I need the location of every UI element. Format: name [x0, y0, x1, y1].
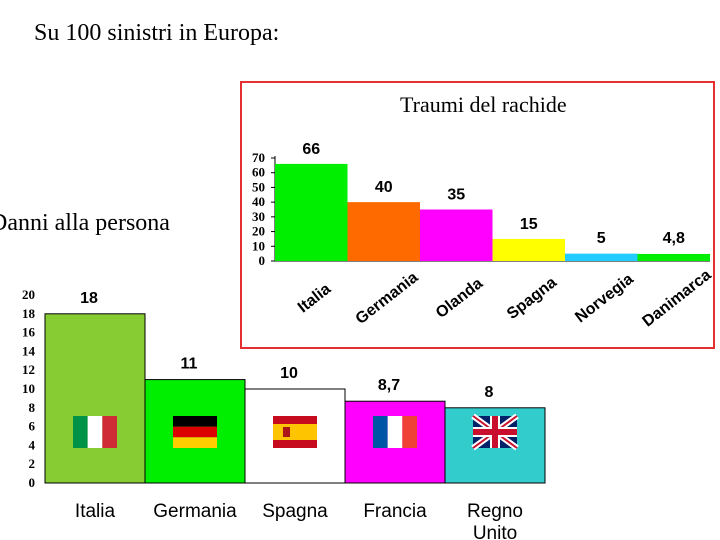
y-tick-label: 16: [22, 325, 36, 340]
y-tick-label: 10: [252, 238, 265, 253]
y-tick-label: 60: [252, 165, 265, 180]
y-tick-label: 50: [252, 179, 265, 194]
category-label: Spagna: [504, 274, 560, 323]
chart-title-traumi: Traumi del rachide: [400, 92, 567, 117]
y-tick-label: 0: [259, 253, 266, 268]
y-tick-label: 0: [29, 475, 36, 490]
bar-value-label: 8: [485, 384, 494, 401]
category-label: Danimarca: [640, 267, 715, 331]
y-tick-label: 30: [252, 209, 265, 224]
category-label: Germania: [153, 501, 237, 522]
category-label: Olanda: [433, 275, 486, 322]
y-tick-label: 12: [22, 362, 35, 377]
germany-flag-icon: [173, 416, 217, 448]
bar-value-label: 4,8: [663, 230, 685, 247]
inset-chart-frame: [240, 81, 715, 349]
y-tick-label: 8: [29, 400, 36, 415]
bar-value-label: 40: [375, 179, 393, 196]
category-label: Francia: [363, 501, 427, 522]
y-tick-label: 2: [29, 456, 36, 471]
category-label: Germania: [353, 269, 422, 328]
y-tick-label: 6: [29, 419, 36, 434]
bar-value-label: 35: [447, 187, 465, 204]
page-title: Su 100 sinistri in Europa:: [34, 20, 280, 46]
bar-value-label: 10: [280, 365, 298, 382]
bar-olanda: [420, 209, 493, 261]
y-tick-label: 70: [252, 150, 265, 165]
bar-value-label: 5: [597, 230, 606, 247]
y-tick-label: 20: [252, 224, 265, 239]
category-label: Norvegia: [572, 271, 637, 327]
bar-value-label: 66: [302, 141, 320, 158]
category-label: Italia: [75, 501, 116, 522]
bar-danimarca: [637, 253, 710, 261]
y-tick-label: 14: [22, 343, 36, 358]
bar-norvegia: [565, 253, 638, 261]
chart-danni-alla-persona: 0 2 4 6 8 10 12 14 16 18 20 18 Italia 11 Germania 10 Spa…: [22, 287, 546, 540]
y-tick-label: 18: [22, 306, 36, 321]
category-label: Spagna: [262, 501, 328, 522]
bar-italia: [275, 163, 348, 261]
france-flag-icon: [373, 416, 417, 448]
bar-value-label: 15: [520, 216, 538, 233]
bar-spagna: [492, 238, 565, 261]
bar-germania: [347, 202, 420, 261]
bar-value-label: 8,7: [378, 377, 400, 394]
bar-value-label: 18: [80, 290, 98, 307]
category-label: Italia: [295, 280, 334, 316]
uk-flag-icon: [471, 413, 519, 451]
y-tick-label: 40: [252, 194, 265, 209]
chart-title-danni: Danni alla persona: [0, 210, 170, 236]
y-tick-label: 20: [22, 287, 35, 302]
bar-value-label: 11: [181, 356, 198, 373]
category-label: Regno Unito: [467, 501, 523, 540]
spain-flag-icon: [273, 416, 317, 448]
italy-flag-icon: [73, 416, 117, 448]
y-tick-label: 4: [29, 437, 36, 452]
bar-italia: [44, 313, 146, 484]
y-tick-label: 10: [22, 381, 35, 396]
